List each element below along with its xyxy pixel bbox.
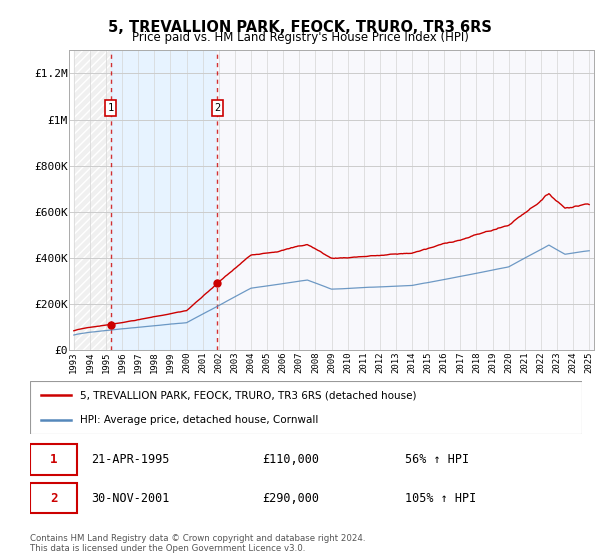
Text: Contains HM Land Registry data © Crown copyright and database right 2024.
This d: Contains HM Land Registry data © Crown c… (30, 534, 365, 553)
Text: 2: 2 (214, 103, 221, 113)
Text: 105% ↑ HPI: 105% ↑ HPI (406, 492, 476, 505)
Text: 1: 1 (50, 453, 58, 466)
Text: HPI: Average price, detached house, Cornwall: HPI: Average price, detached house, Corn… (80, 414, 318, 424)
Text: Price paid vs. HM Land Registry's House Price Index (HPI): Price paid vs. HM Land Registry's House … (131, 31, 469, 44)
Text: 56% ↑ HPI: 56% ↑ HPI (406, 453, 469, 466)
Text: 5, TREVALLION PARK, FEOCK, TRURO, TR3 6RS: 5, TREVALLION PARK, FEOCK, TRURO, TR3 6R… (108, 20, 492, 35)
FancyBboxPatch shape (30, 483, 77, 514)
Text: 5, TREVALLION PARK, FEOCK, TRURO, TR3 6RS (detached house): 5, TREVALLION PARK, FEOCK, TRURO, TR3 6R… (80, 390, 416, 400)
Bar (74, 50, 111, 350)
Text: 21-APR-1995: 21-APR-1995 (91, 453, 169, 466)
Text: 1: 1 (107, 103, 114, 113)
Text: 2: 2 (50, 492, 58, 505)
Text: £110,000: £110,000 (262, 453, 319, 466)
Text: 30-NOV-2001: 30-NOV-2001 (91, 492, 169, 505)
FancyBboxPatch shape (30, 444, 77, 475)
Text: £290,000: £290,000 (262, 492, 319, 505)
